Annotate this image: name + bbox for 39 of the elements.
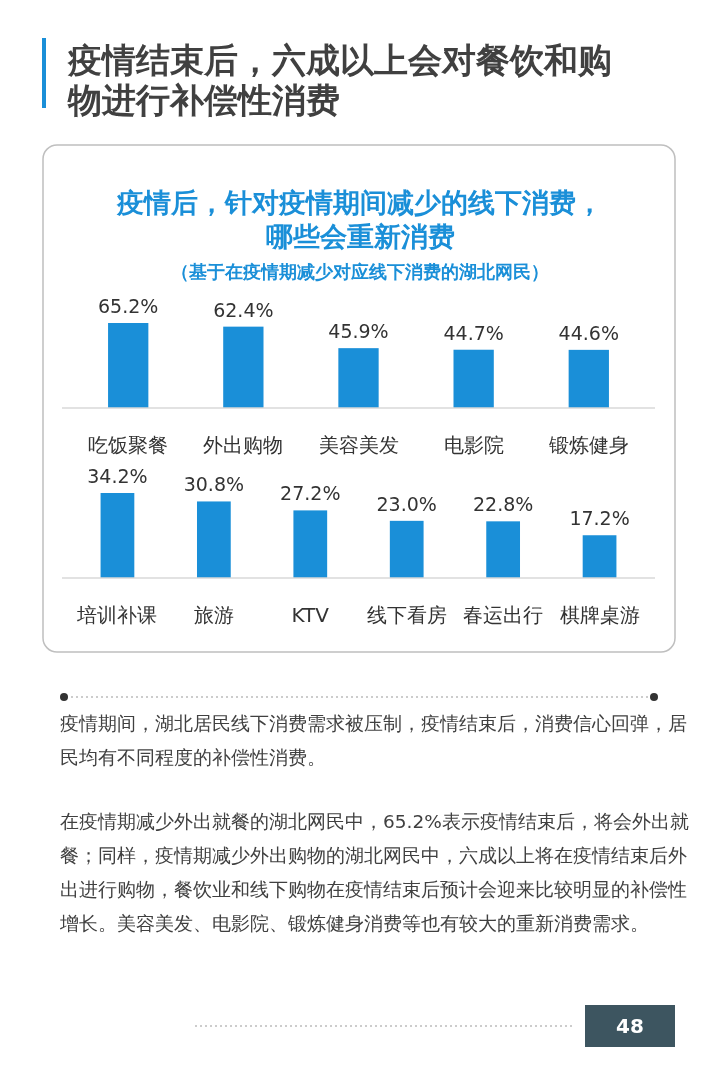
bar bbox=[293, 510, 328, 578]
x-tick-label: 春运出行 bbox=[463, 603, 544, 627]
data-label: 27.2% bbox=[280, 482, 341, 505]
data-label: 30.8% bbox=[183, 473, 245, 496]
bar bbox=[486, 521, 521, 578]
data-label: 23.0% bbox=[376, 492, 437, 515]
data-label: 34.2% bbox=[87, 465, 148, 487]
data-label: 62.4% bbox=[213, 298, 274, 321]
data-label: 65.2% bbox=[98, 295, 159, 317]
data-label: 44.6% bbox=[558, 321, 619, 344]
text: 48 bbox=[616, 1014, 644, 1038]
bar bbox=[453, 349, 494, 408]
chart-subtitle: （基于在疫情期减少对应线下消费的湖北网民） bbox=[171, 261, 549, 282]
text: 疫情期间，湖北居民线下消费需求被压制，疫情结束后，消费信心回弹，居民均有不同程度的补偿性消费。 bbox=[60, 713, 687, 768]
bar bbox=[582, 535, 617, 578]
bar bbox=[100, 493, 135, 578]
x-tick-label: KTV bbox=[291, 603, 330, 627]
bar bbox=[568, 349, 609, 408]
data-label: 17.2% bbox=[569, 507, 630, 530]
x-tick-label: 培训补课 bbox=[76, 603, 158, 627]
data-label: 44.7% bbox=[443, 321, 504, 344]
bar bbox=[196, 501, 231, 578]
bar bbox=[338, 348, 379, 408]
text: 疫情结束后，六成以上会对餐饮和购物进行补偿性消费 bbox=[67, 40, 612, 120]
x-tick-label: 线下看房 bbox=[366, 603, 447, 627]
text: 在疫情期减少外出就餐的湖北网民中，65.2%表示疫情结束后，将会外出就餐；同样，疫情期减少外出购物的湖北网民中，六成以上将在疫情结束后外出进行购物，餐饮业和线下购物在疫情结束后预计会迎来比较明显的补偿性增长。美容美发、电影院、锻炼健身消费等也有较大的重新消费需求。 bbox=[59, 811, 689, 934]
x-tick-label: 美容美发 bbox=[318, 433, 399, 457]
x-tick-label: 锻炼健身 bbox=[547, 433, 629, 457]
x-tick-label: 旅游 bbox=[193, 603, 234, 627]
bar bbox=[223, 326, 264, 408]
bar bbox=[389, 520, 424, 578]
x-tick-label: 吃饭聚餐 bbox=[88, 433, 169, 457]
bar bbox=[108, 323, 149, 408]
chart-title: 疫情后，针对疫情期间减少的线下消费，哪些会重新消费 bbox=[116, 187, 603, 252]
x-tick-label: 外出购物 bbox=[203, 433, 284, 457]
data-label: 22.8% bbox=[472, 493, 534, 516]
x-tick-label: 棋牌桌游 bbox=[559, 603, 640, 627]
data-label: 45.9% bbox=[328, 320, 389, 343]
x-tick-label: 电影院 bbox=[443, 433, 504, 457]
